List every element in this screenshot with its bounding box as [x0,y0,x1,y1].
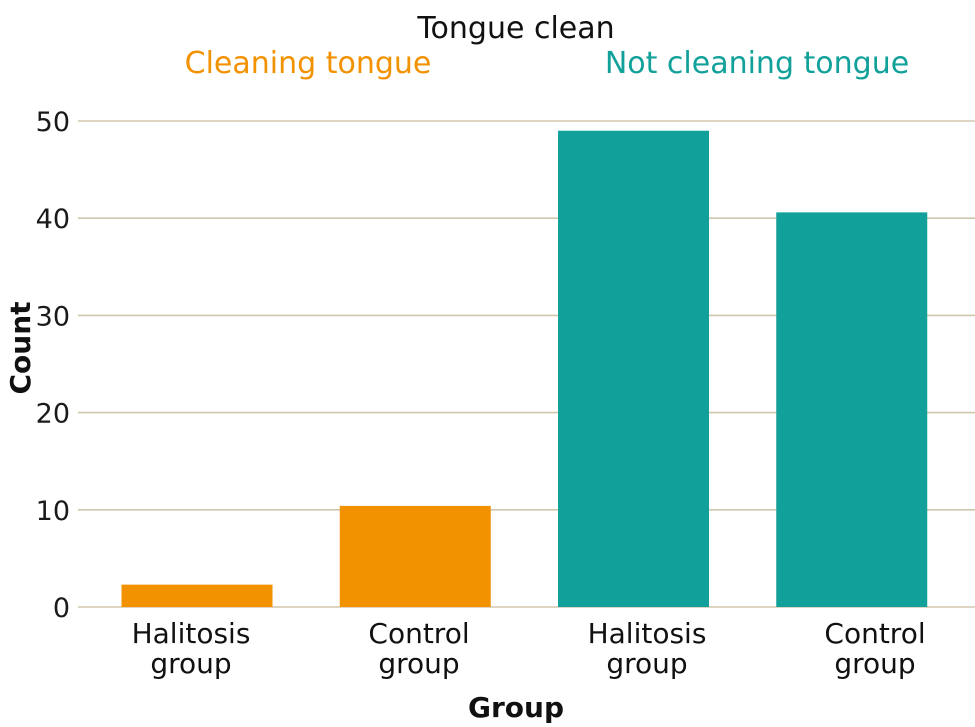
y-tick-label: 0 [53,593,70,624]
y-tick-label: 30 [36,301,70,332]
x-axis-categories: HalitosisgroupControlgroupHalitosisgroup… [132,617,926,680]
x-tick-label: group [606,647,687,680]
x-tick-label: Control [368,617,469,650]
y-tick-label: 20 [36,399,70,430]
y-tick-label: 50 [36,107,70,138]
bars [121,130,928,608]
y-tick-label: 10 [36,496,70,527]
x-tick-label: Halitosis [132,617,251,650]
x-tick-label: group [150,647,231,680]
x-tick-label: group [378,647,459,680]
x-axis-label: Group [468,691,564,724]
y-axis-ticks: 0 10 20 30 40 50 [36,107,70,624]
y-axis-label: Count [4,301,37,394]
legend-title: Tongue clean [416,11,614,46]
bar [339,505,491,607]
x-tick-label: Control [824,617,925,650]
x-tick-label: Halitosis [588,617,707,650]
bar [776,212,928,608]
legend-entry-not-cleaning-tongue: Not cleaning tongue [605,46,909,81]
legend-entry-cleaning-tongue: Cleaning tongue [185,46,432,81]
y-tick-label: 40 [36,204,70,235]
bar [558,130,709,607]
x-tick-label: group [834,647,915,680]
bar [121,584,273,607]
